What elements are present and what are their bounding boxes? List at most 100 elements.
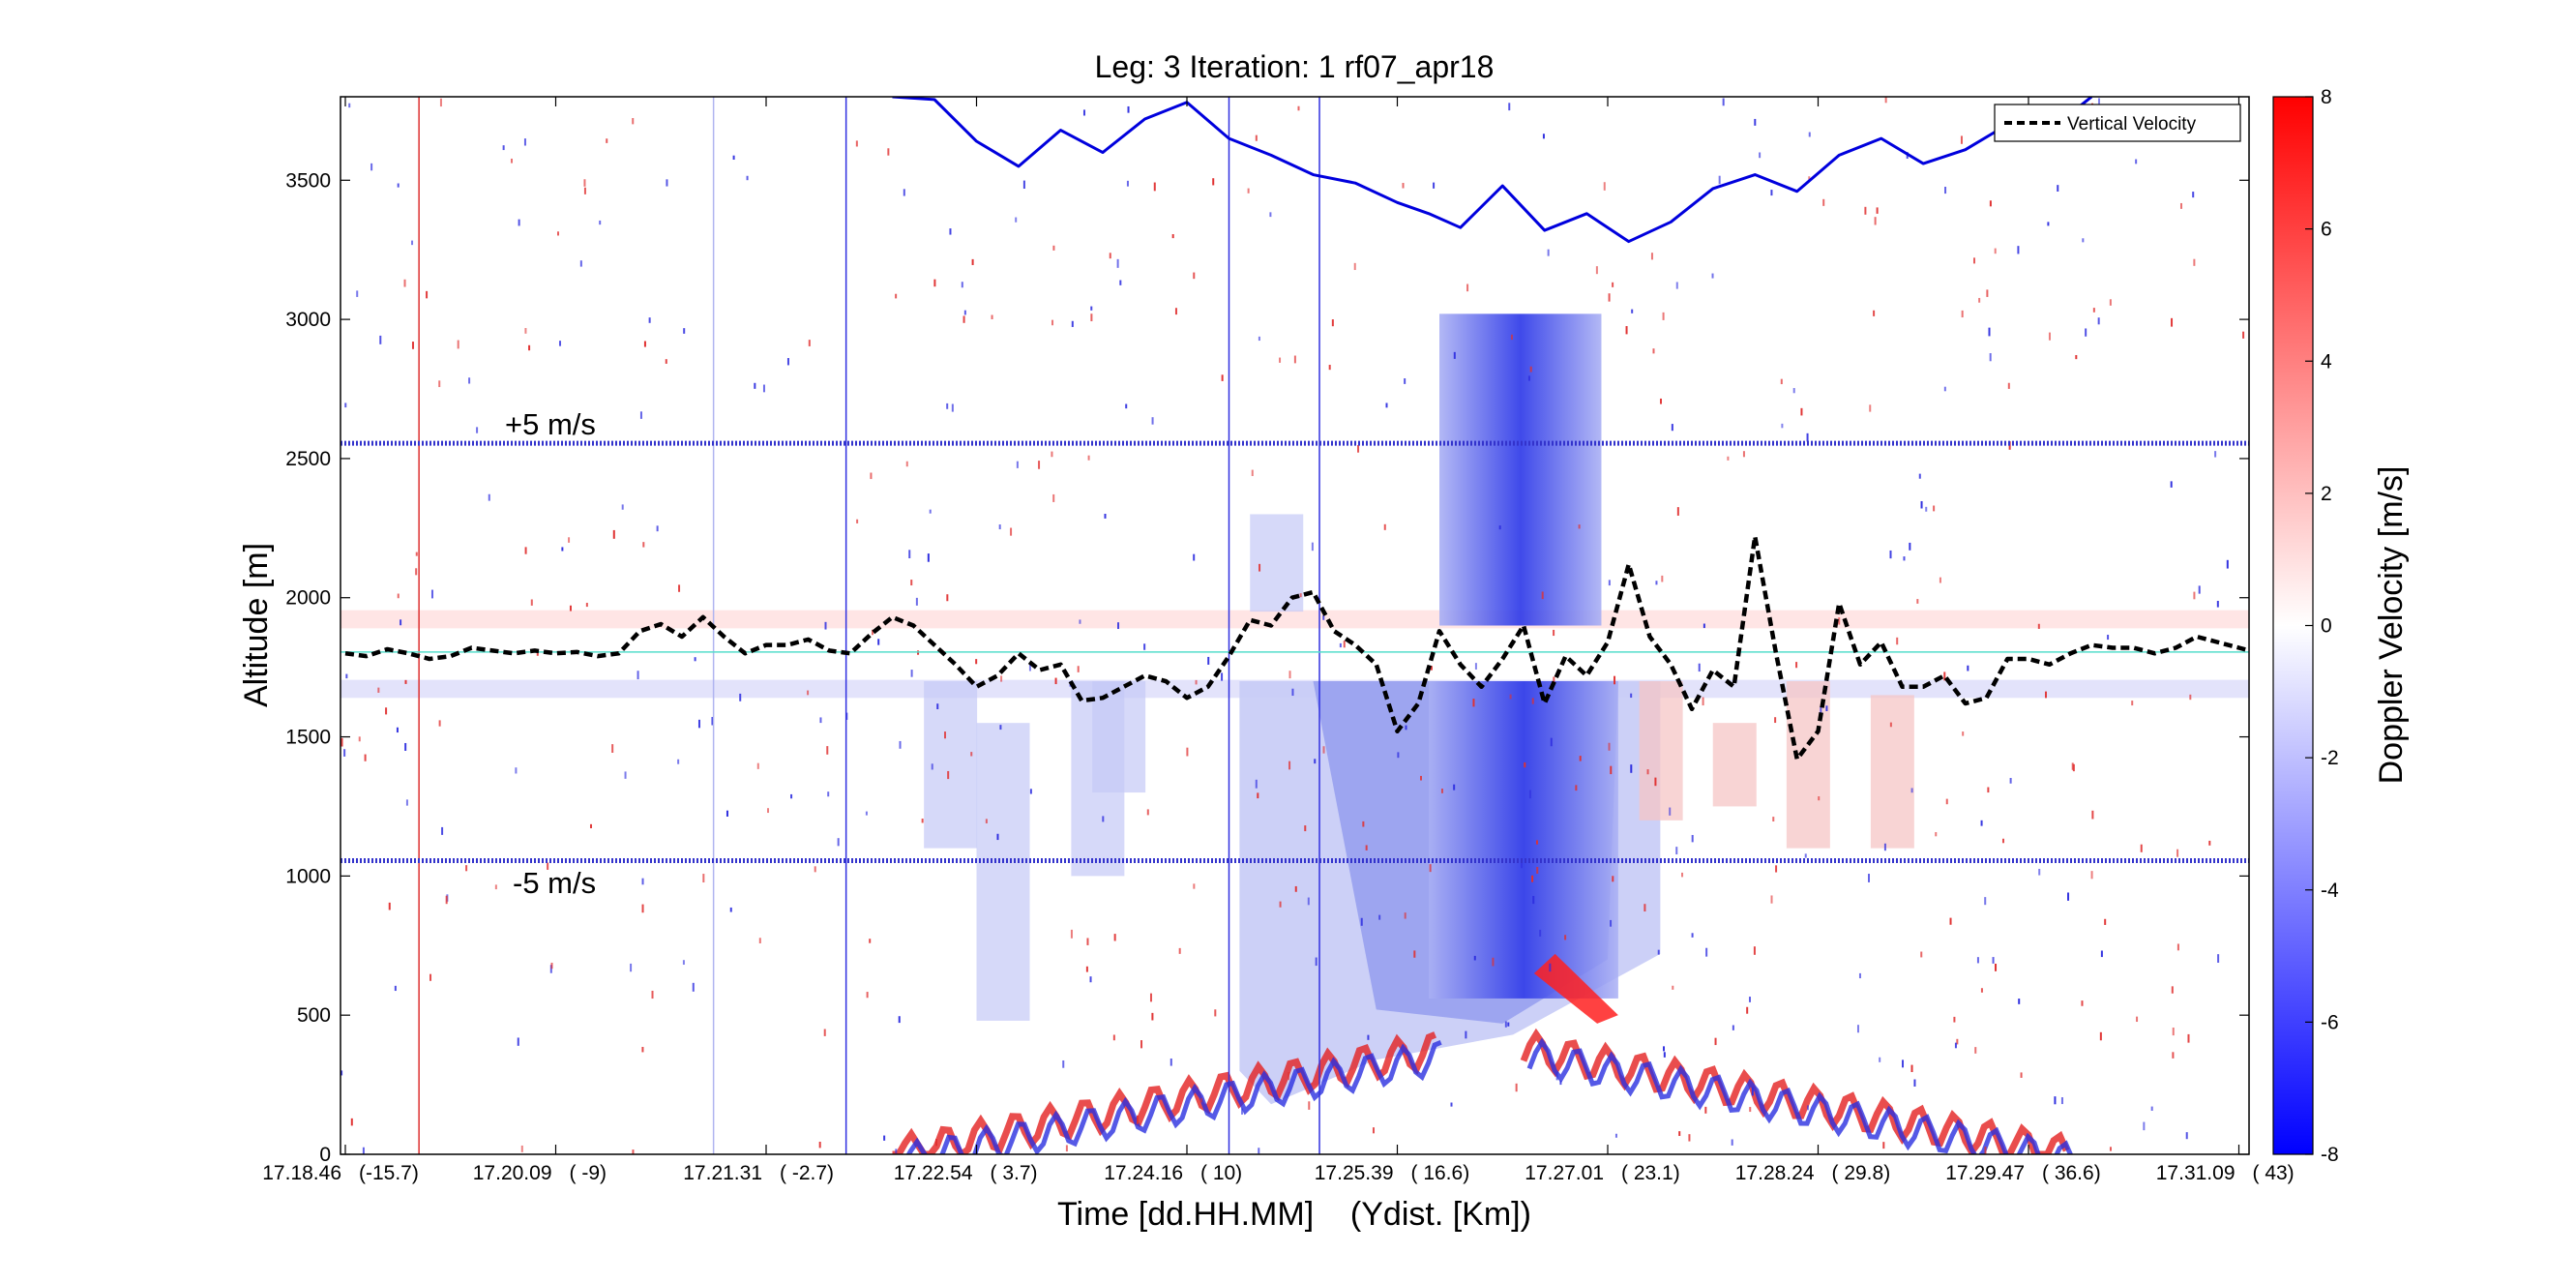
heat-speckle xyxy=(898,1016,901,1024)
heat-speckle xyxy=(951,403,954,412)
x-tick-label-time: 17.25.39 xyxy=(1315,1162,1394,1184)
heat-speckle xyxy=(1806,1105,1809,1111)
heat-speckle xyxy=(2037,623,2040,629)
heat-speckle xyxy=(1838,617,1841,625)
heat-speckle xyxy=(2170,481,2173,488)
heat-speckle xyxy=(2091,810,2094,820)
heat-speckle xyxy=(970,752,973,757)
heat-speckle xyxy=(666,179,668,187)
heat-speckle xyxy=(2143,1121,2146,1131)
heat-speckle xyxy=(1258,563,1261,572)
heat-speckle xyxy=(1759,152,1762,159)
heat-speckle xyxy=(767,808,770,814)
heat-speckle xyxy=(1980,988,1983,993)
heat-speckle xyxy=(1339,642,1342,648)
heat-speckle xyxy=(936,703,939,710)
heat-speckle xyxy=(1559,1080,1562,1086)
heat-speckle xyxy=(2018,999,2021,1004)
heat-speckle xyxy=(2136,1016,2139,1023)
heat-speckle xyxy=(808,340,811,346)
heat-speckle xyxy=(1555,1071,1558,1081)
heat-streak-red xyxy=(1870,695,1914,849)
heat-speckle xyxy=(1691,933,1694,938)
heat-speckle xyxy=(1910,788,1913,793)
heat-speckle xyxy=(1614,675,1616,685)
heat-speckle xyxy=(1221,374,1224,381)
heat-speckle xyxy=(1625,326,1628,335)
heat-speckle xyxy=(1419,775,1422,781)
heat-speckle xyxy=(1920,951,1923,958)
heat-speckle xyxy=(345,673,348,679)
heat-speckle xyxy=(1109,253,1111,259)
y-tick-label: 3000 xyxy=(285,309,331,331)
heat-speckle xyxy=(1704,1106,1707,1114)
y-tick-label: 1500 xyxy=(285,727,331,749)
series-line-cloud-top xyxy=(892,97,2093,244)
heat-speckle xyxy=(1608,742,1611,751)
heat-speckle xyxy=(1214,1009,1217,1017)
heat-speckle xyxy=(1257,792,1259,799)
heat-speckle xyxy=(2054,1096,2057,1105)
heat-speckle xyxy=(1727,456,1730,461)
heat-speckle xyxy=(910,580,913,586)
heat-speckle xyxy=(905,461,908,467)
heat-speckle xyxy=(1873,310,1876,316)
heat-speckle xyxy=(411,240,414,246)
heat-speckle xyxy=(1943,386,1946,392)
heat-speckle xyxy=(1113,934,1116,941)
heat-speckle xyxy=(961,282,963,288)
heat-speckle xyxy=(899,740,902,749)
heat-speckle xyxy=(1800,407,1803,416)
heat-speckle xyxy=(1775,865,1778,873)
heat-speckle xyxy=(656,525,659,532)
heat-speckle xyxy=(2075,354,2078,360)
heat-speckle xyxy=(1804,853,1807,858)
heat-speckle xyxy=(697,719,700,729)
heat-speckle xyxy=(1974,1047,1977,1054)
heat-speckle xyxy=(1077,666,1080,672)
heat-speckle xyxy=(1675,282,1678,289)
heat-speckle xyxy=(692,982,695,992)
heat-speckle xyxy=(2107,635,2110,641)
heat-speckle xyxy=(2081,1000,2084,1006)
heat-speckle xyxy=(426,290,429,299)
heat-speckle xyxy=(579,260,582,267)
heat-core-tip xyxy=(1533,953,1618,1024)
heat-speckle xyxy=(1987,787,1990,793)
heat-speckle xyxy=(1780,378,1783,385)
heat-speckle xyxy=(683,328,686,334)
heat-speckle xyxy=(1825,705,1828,711)
heat-speckle xyxy=(1125,403,1128,409)
heat-speckle xyxy=(1795,662,1798,669)
heat-speckle xyxy=(1509,694,1512,700)
heat-speckle xyxy=(1207,656,1210,665)
heat-speckle xyxy=(1578,524,1581,529)
heat-speckle xyxy=(510,158,513,164)
heat-speckle xyxy=(1255,779,1258,789)
heat-speckle xyxy=(1630,764,1633,773)
heat-speckle xyxy=(494,884,497,890)
heat-speckle xyxy=(1071,320,1074,327)
heat-speckle xyxy=(524,547,527,554)
heat-speckle xyxy=(908,550,911,559)
heat-speckle xyxy=(991,314,993,319)
heat-speckle xyxy=(2189,694,2192,701)
heat-speckle xyxy=(871,629,873,636)
heat-speckle xyxy=(1748,997,1751,1002)
heat-speckle xyxy=(1614,1133,1617,1138)
heat-speckle xyxy=(611,744,614,753)
heat-speckle xyxy=(1090,306,1093,311)
heat-speckle xyxy=(385,707,388,715)
heat-speckle xyxy=(1528,790,1531,799)
heat-speckle xyxy=(429,973,432,981)
colorbar-ticks: -8 -6 -4 -2 0 2 4 6 8 xyxy=(2305,86,2339,1166)
heat-speckle xyxy=(585,603,588,608)
heat-speckle xyxy=(682,960,685,966)
heat-speckle xyxy=(1433,182,1436,189)
heat-speckle xyxy=(2047,222,2050,226)
heat-speckle xyxy=(468,377,471,384)
heat-speckle xyxy=(1714,1037,1717,1046)
heat-speckle xyxy=(1732,1025,1734,1030)
heat-speckle xyxy=(1889,722,1892,728)
heat-speckle xyxy=(1170,1058,1172,1066)
